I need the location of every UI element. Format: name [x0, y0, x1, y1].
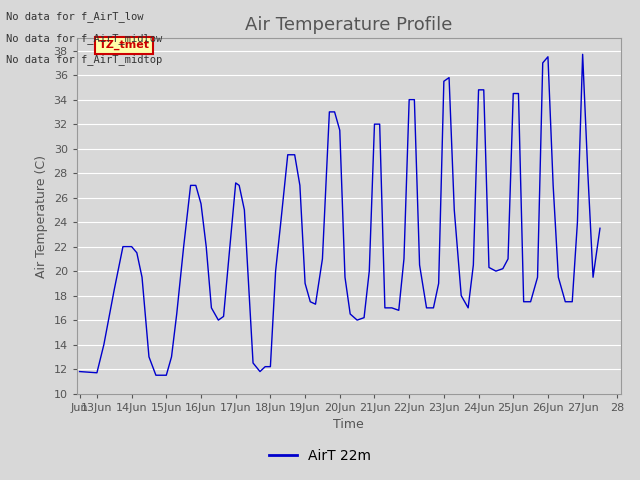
Title: Air Temperature Profile: Air Temperature Profile: [245, 16, 452, 34]
Text: No data for f_AirT_midlow: No data for f_AirT_midlow: [6, 33, 163, 44]
Text: No data for f_AirT_midtop: No data for f_AirT_midtop: [6, 54, 163, 65]
Y-axis label: Air Temperature (C): Air Temperature (C): [35, 155, 48, 277]
Legend: AirT 22m: AirT 22m: [264, 443, 376, 468]
Text: No data for f_AirT_low: No data for f_AirT_low: [6, 11, 144, 22]
X-axis label: Time: Time: [333, 418, 364, 431]
Text: TZ_tmet: TZ_tmet: [99, 40, 150, 50]
